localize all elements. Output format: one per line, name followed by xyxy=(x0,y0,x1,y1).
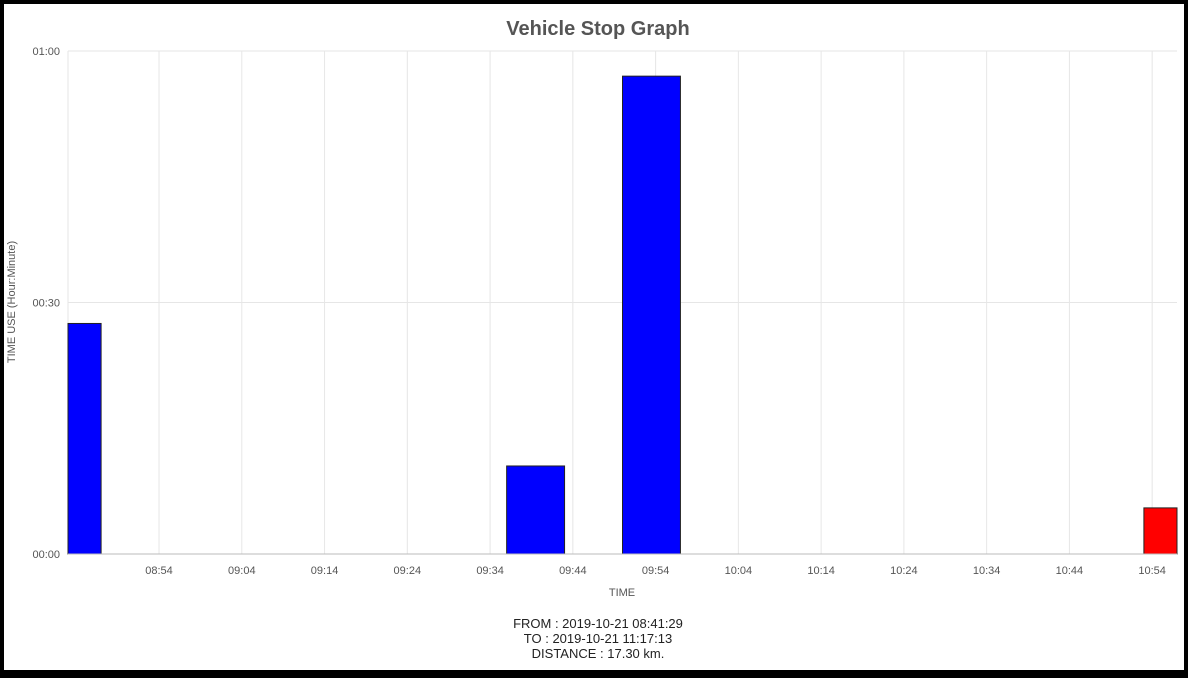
x-tick-label: 10:24 xyxy=(890,565,918,577)
footer-distance: DISTANCE : 17.30 km. xyxy=(531,646,665,661)
y-tick-label: 00:00 xyxy=(32,549,60,561)
x-tick-label: 09:24 xyxy=(394,565,422,577)
x-tick-label: 10:34 xyxy=(973,565,1001,577)
chart-title: Vehicle Stop Graph xyxy=(506,18,689,40)
x-tick-label: 10:04 xyxy=(725,565,753,577)
y-tick-label: 01:00 xyxy=(32,46,60,58)
x-axis-label: TIME xyxy=(609,587,635,599)
footer-to: TO : 2019-10-21 11:17:13 xyxy=(523,631,673,646)
stop-bar[interactable] xyxy=(506,465,566,555)
x-tick-label: 09:04 xyxy=(228,565,256,577)
footer-from: FROM : 2019-10-21 08:41:29 xyxy=(513,616,683,631)
grid-layer xyxy=(67,50,1177,555)
stop-bar[interactable] xyxy=(67,322,102,555)
stop-bar[interactable] xyxy=(622,75,681,555)
x-tick-label: 10:14 xyxy=(807,565,835,577)
axis-layer: 00:00 00:30 01:00 08:54 09:04 09:14 09:24 09:34… xyxy=(32,46,1177,577)
x-tick-label: 10:44 xyxy=(1056,565,1084,577)
x-tick-label: 10:54 xyxy=(1138,565,1166,577)
x-tick-label: 09:34 xyxy=(476,565,504,577)
vehicle-stop-chart: 00:00 00:30 01:00 08:54 09:04 09:14 09:24 09:34… xyxy=(6,18,1178,599)
x-tick-label: 09:14 xyxy=(311,565,339,577)
bar-layer xyxy=(67,75,1178,555)
x-tick-label: 09:44 xyxy=(559,565,587,577)
y-tick-label: 00:30 xyxy=(32,298,60,310)
x-tick-label: 08:54 xyxy=(145,565,173,577)
x-tick-label: 09:54 xyxy=(642,565,670,577)
y-axis-label: TIME USE (Hour:Minute) xyxy=(6,241,18,363)
stop-bar[interactable] xyxy=(1143,507,1178,555)
